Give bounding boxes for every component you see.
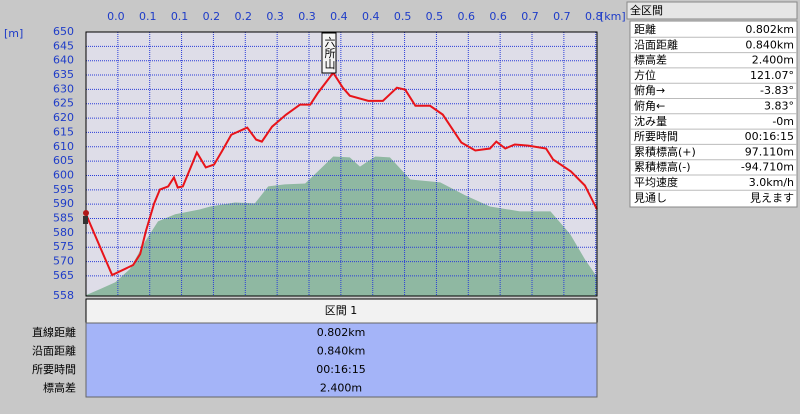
annotation-box <box>321 32 337 74</box>
x-tick-label: 0.6 <box>458 10 476 23</box>
summary-label: 沈み量 <box>634 114 667 128</box>
summary-label: 所要時間 <box>634 130 678 143</box>
section-title: 区間 1 <box>325 304 358 317</box>
plot-frame <box>85 31 598 297</box>
summary-label: 累積標高(-) <box>634 160 691 174</box>
summary-label: 累積標高(+) <box>634 144 696 158</box>
summary-value: 0.802km <box>745 23 794 36</box>
summary-value: -3.83° <box>760 84 794 97</box>
elevation-line <box>85 71 598 277</box>
x-tick-label: 0.5 <box>394 10 412 23</box>
summary-label: 方位 <box>634 68 656 82</box>
y-tick-label: 580 <box>53 226 74 239</box>
summary-label: 見通し <box>634 191 667 204</box>
annotation: 六所山 <box>323 36 336 69</box>
terrain-area <box>86 156 597 296</box>
summary-label: 沿面距離 <box>634 37 678 51</box>
summary-value: 3.83° <box>764 100 794 113</box>
section-label: 沿面距離 <box>32 344 76 358</box>
x-unit: [km] <box>600 10 626 23</box>
summary-value: 2.400m <box>752 54 794 67</box>
summary-value: 3.0km/h <box>749 176 794 189</box>
section-label: 所要時間 <box>32 363 76 376</box>
x-tick-label: 0.5 <box>426 10 444 23</box>
section-body <box>85 322 598 398</box>
section-value: 2.400m <box>320 382 362 395</box>
y-tick-label: 595 <box>53 183 74 196</box>
x-tick-label: 0.1 <box>139 10 157 23</box>
summary-label: 平均速度 <box>634 175 678 189</box>
summary-label: 距離 <box>634 22 656 36</box>
y-tick-label: 605 <box>53 154 74 167</box>
plot <box>85 31 598 297</box>
section-header <box>85 298 598 324</box>
summary-value: -94.710m <box>741 161 794 174</box>
summary-value: 97.110m <box>745 145 794 158</box>
y-tick-label: 630 <box>53 82 74 95</box>
y-tick-label: 565 <box>53 269 74 282</box>
x-tick-label: 0.2 <box>235 10 253 23</box>
summary-value: 見えます <box>750 191 794 204</box>
y-tick-label: 620 <box>53 111 74 124</box>
section-rows: 直線距離 0.802km 沿面距離 0.840km 所要時間 00:16:15 標高差 2.4… <box>32 325 366 395</box>
y-tick-label: 645 <box>53 39 74 52</box>
y-tick-label: 575 <box>53 240 74 253</box>
y-tick-label: 590 <box>53 197 74 210</box>
section-value: 0.840km <box>317 345 366 358</box>
x-tick-label: 0.7 <box>521 10 539 23</box>
summary-label: 俯角← <box>634 99 665 113</box>
y-tick-label: 650 <box>53 25 74 38</box>
x-tick-label: 0.6 <box>489 10 507 23</box>
x-tick-label: 0.3 <box>298 10 316 23</box>
summary-label: 俯角→ <box>634 83 665 97</box>
summary-value: -0m <box>772 115 794 128</box>
y-tick-label: 570 <box>53 255 74 268</box>
section-value: 0.802km <box>317 326 366 339</box>
summary-value: 121.07° <box>750 69 794 82</box>
summary-value: 0.840km <box>745 38 794 51</box>
section-label: 直線距離 <box>32 325 76 339</box>
y-tick-label: 610 <box>53 140 74 153</box>
x-tick-label: 0.4 <box>330 10 348 23</box>
section-label: 標高差 <box>43 381 76 395</box>
x-tick-label: 0.1 <box>171 10 189 23</box>
x-tick-label: 0.8 <box>585 10 603 23</box>
y-tick-label: 635 <box>53 68 74 81</box>
start-marker <box>83 210 89 224</box>
summary-title: 全区間 <box>630 3 663 17</box>
x-tick-label: 0.7 <box>553 10 571 23</box>
section-value: 00:16:15 <box>316 363 365 376</box>
summary-label: 標高差 <box>634 53 667 67</box>
y-tick-label: 640 <box>53 54 74 67</box>
summary-rows: 距離 0.802km 沿面距離 0.840km 標高差 2.400m 方位 121.07° 俯角… <box>630 22 797 204</box>
y-tick-label: 558 <box>53 289 74 302</box>
x-tick-label: 0.2 <box>203 10 221 23</box>
x-tick-label: 0.4 <box>362 10 380 23</box>
y-tick-label: 600 <box>53 168 74 181</box>
y-tick-label: 585 <box>53 212 74 225</box>
y-tick-label: 625 <box>53 97 74 110</box>
x-tick-label: 0.3 <box>266 10 284 23</box>
summary-header <box>626 1 798 20</box>
y-unit: [m] <box>4 27 23 40</box>
x-tick-label: 0.0 <box>107 10 125 23</box>
summary-value: 00:16:15 <box>745 130 794 143</box>
y-tick-label: 615 <box>53 125 74 138</box>
